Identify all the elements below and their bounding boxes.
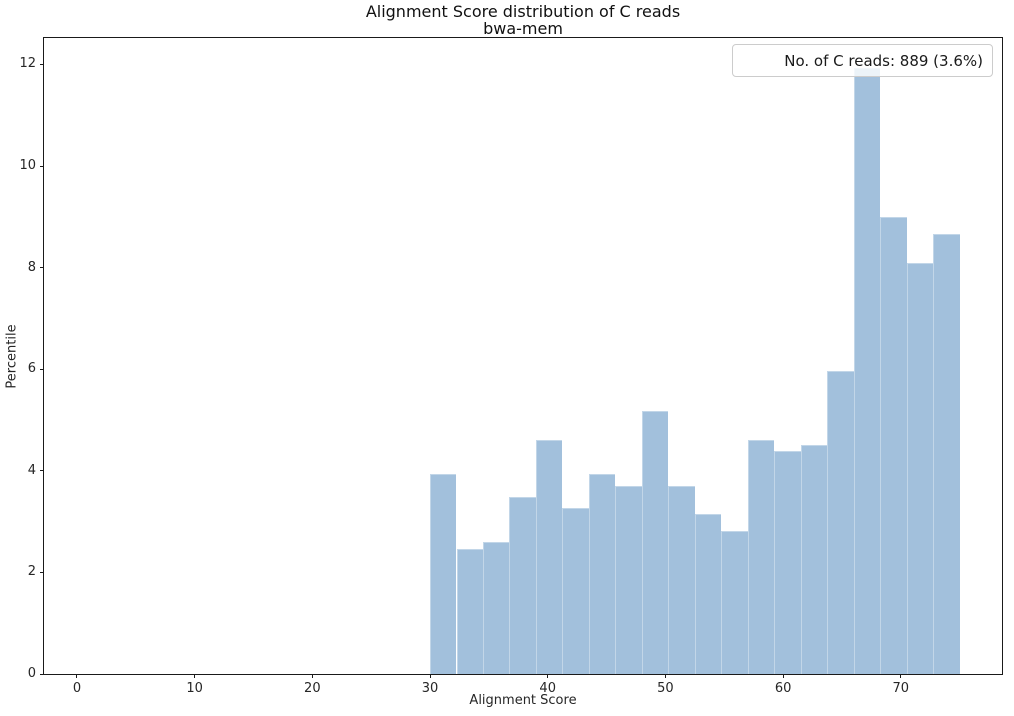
- histogram-bar: [800, 445, 828, 674]
- histogram-bar: [588, 473, 616, 674]
- y-axis-tick-label: 4: [27, 462, 36, 478]
- chart-title-block: Alignment Score distribution of C reads …: [43, 3, 1003, 37]
- y-axis-tick-mark: [40, 63, 44, 65]
- histogram-bar: [774, 451, 801, 674]
- histogram-bars: [44, 38, 1002, 674]
- chart-subtitle: bwa-mem: [483, 19, 563, 38]
- x-axis-tick-label: 60: [774, 681, 792, 696]
- y-axis-label-wrap: Percentile: [2, 38, 22, 674]
- y-axis-tick-mark: [40, 571, 44, 573]
- histogram-bar: [430, 473, 457, 674]
- histogram-bar: [721, 531, 748, 674]
- legend-label: No. of C reads: 889 (3.6%): [784, 51, 983, 70]
- y-axis-tick-label: 8: [27, 259, 36, 275]
- y-axis-tick-label: 6: [27, 361, 36, 377]
- y-axis-tick-label: 0: [27, 666, 36, 682]
- legend: No. of C reads: 889 (3.6%): [732, 44, 993, 77]
- x-axis-tick-label: 50: [657, 681, 674, 696]
- histogram-bar: [747, 439, 775, 674]
- x-axis-tick-mark: [311, 674, 313, 678]
- histogram-bar: [535, 439, 563, 674]
- x-axis-label: Alignment Score: [469, 693, 577, 708]
- x-axis-tick-label: 70: [892, 681, 910, 696]
- histogram-bar: [880, 216, 907, 674]
- histogram-bar: [668, 485, 695, 674]
- x-axis-tick-mark: [76, 674, 78, 678]
- histogram-bar: [562, 508, 589, 674]
- y-axis-tick-label: 10: [19, 158, 36, 174]
- y-axis-tick-mark: [40, 470, 44, 472]
- x-axis-tick-label: 0: [72, 681, 82, 696]
- histogram-bar: [853, 68, 881, 674]
- x-axis-tick-mark: [782, 674, 784, 678]
- y-axis-tick-label: 2: [27, 564, 36, 580]
- x-axis-tick-mark: [547, 674, 549, 678]
- x-axis-tick-mark: [664, 674, 666, 678]
- x-axis-tick-label: 40: [539, 681, 556, 696]
- histogram-bar: [694, 513, 722, 674]
- y-axis-tick-mark: [40, 165, 44, 167]
- histogram-bar: [906, 262, 934, 674]
- y-axis-tick-mark: [40, 673, 44, 675]
- histogram-bar: [615, 485, 642, 674]
- y-axis-label: Percentile: [4, 323, 20, 389]
- x-axis-tick-label: 30: [421, 681, 439, 696]
- y-axis-tick-mark: [40, 267, 44, 269]
- plot-area: 0 10 20 30 40 50 60 70 0 2 4 6 8 10 12 No. of C reads…: [5, 37, 1003, 696]
- histogram-bar: [827, 371, 854, 674]
- histogram-bar: [933, 234, 960, 674]
- chart-title: Alignment Score distribution of C reads: [365, 2, 681, 21]
- y-axis-tick-label: 12: [19, 56, 36, 72]
- x-axis-tick-mark: [900, 674, 902, 678]
- x-axis-tick-label: 20: [304, 681, 321, 696]
- x-axis-tick-mark: [429, 674, 431, 678]
- x-axis-tick-label: 10: [186, 681, 203, 696]
- histogram-bar: [509, 496, 536, 674]
- y-axis-tick-mark: [40, 368, 44, 370]
- x-axis-tick-mark: [194, 674, 196, 678]
- histogram-bar: [641, 411, 669, 674]
- histogram-bar: [482, 542, 510, 674]
- histogram-bar: [456, 548, 483, 674]
